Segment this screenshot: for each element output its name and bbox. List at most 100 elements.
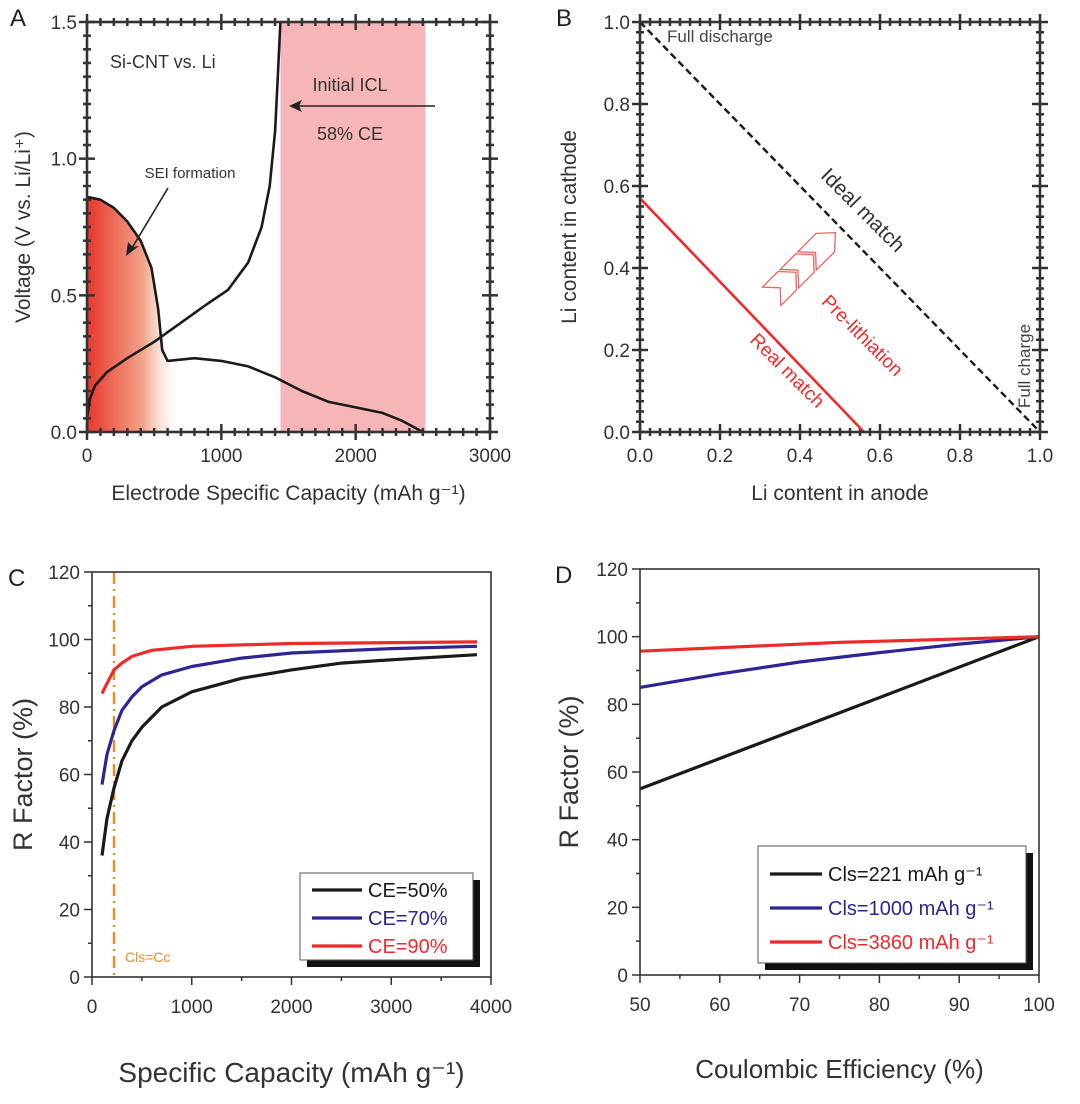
- x-tick-label: 3000: [370, 997, 412, 1018]
- annotation-ce: 58% CE: [317, 124, 383, 144]
- plot-frame: [639, 568, 1040, 976]
- panel-letter: B: [556, 5, 572, 32]
- series-line: [100, 653, 478, 856]
- y-axis-label: R Factor (%): [554, 695, 584, 848]
- x-tick-label: 0.2: [707, 446, 733, 467]
- x-tick-label: 0.8: [947, 446, 973, 467]
- x-tick-label: 0.0: [627, 446, 653, 467]
- y-tick-label: 0.5: [51, 286, 77, 307]
- y-tick-label: 80: [59, 698, 80, 719]
- series-line: [639, 635, 1040, 689]
- x-tick-label: 0: [87, 997, 98, 1018]
- chevron-icon: [796, 231, 837, 272]
- y-tick-label: 100: [596, 628, 628, 649]
- icl-region: [280, 22, 426, 432]
- x-tick-label: 50: [629, 995, 650, 1016]
- x-tick-label: 60: [709, 995, 730, 1016]
- x-tick-label: 80: [869, 995, 890, 1016]
- series-line: [100, 640, 478, 695]
- x-tick-label: 1.0: [1027, 446, 1053, 467]
- panel-d: 50 60 70 80 90 100 0 20 40 60 80 100 120 Coulombic Ef…: [554, 560, 1055, 1084]
- annotation-real-match: Real match: [745, 330, 828, 413]
- x-tick-label: 0: [82, 446, 93, 467]
- y-tick-label: 1.0: [604, 13, 630, 34]
- y-tick-label: 1.5: [51, 13, 77, 34]
- y-tick-label: 0: [617, 966, 628, 987]
- y-tick-label: 100: [48, 631, 80, 652]
- panel-b: 0.0 0.2 0.4 0.6 0.8 1.0 0.0 0.2 0.4 0.6 0.8 1.0 Li c…: [558, 13, 1053, 505]
- annotation-icl: Initial ICL: [312, 75, 387, 95]
- series-line: [639, 635, 1040, 653]
- y-axis-label: Li content in cathode: [558, 130, 581, 324]
- x-tick-label: 0.4: [787, 446, 814, 467]
- x-axis-label: Coulombic Efficiency (%): [695, 1054, 984, 1084]
- y-tick-label: 120: [48, 563, 80, 584]
- y-tick-label: 0.6: [604, 177, 630, 198]
- panel-a: 0 1000 2000 3000 0.0 0.5 1.0 1.5 Electrode Speci…: [12, 13, 511, 505]
- series-line: [100, 644, 478, 785]
- legend-label: CE=50%: [368, 880, 448, 902]
- y-axis-label: R Factor (%): [8, 698, 38, 851]
- annotation-prelithiation: Pre-lithiation: [817, 291, 907, 381]
- y-tick-label: 40: [607, 831, 628, 852]
- y-tick-label: 0.0: [51, 423, 77, 444]
- legend-label: Cls=221 mAh g⁻¹: [828, 864, 983, 886]
- prelithiation-arrow-icon: [761, 231, 837, 307]
- arrow-head-icon: [289, 100, 302, 112]
- x-tick-label: 90: [949, 995, 970, 1016]
- y-tick-label: 120: [596, 560, 628, 581]
- y-tick-label: 60: [607, 763, 628, 784]
- x-axis-label: Li content in anode: [751, 482, 928, 505]
- arrow-head-icon: [126, 242, 139, 256]
- real-match-line: [639, 197, 865, 433]
- y-tick-label: 0: [69, 968, 80, 989]
- y-tick-label: 20: [59, 901, 80, 922]
- x-tick-label: 100: [1023, 995, 1055, 1016]
- cls-cc-label: Cls=Cc: [125, 949, 171, 965]
- ideal-match-line: [639, 21, 1041, 433]
- discharge-curve: [86, 195, 424, 434]
- annotation-full-charge: Full charge: [1015, 324, 1034, 408]
- plot-frame: [91, 571, 492, 978]
- chevron-icon: [761, 270, 798, 307]
- x-tick-label: 0.6: [867, 446, 893, 467]
- chevron-icon: [778, 253, 815, 290]
- y-tick-label: 0.4: [604, 259, 631, 280]
- y-tick-label: 1.0: [51, 150, 77, 171]
- panel-c: 0 1000 2000 3000 4000 0 20 40 60 80 100 120 Specific…: [8, 563, 512, 1088]
- y-tick-label: 0.0: [604, 423, 630, 444]
- y-tick-label: 20: [607, 898, 628, 919]
- sei-region: [87, 196, 206, 432]
- x-tick-label: 70: [789, 995, 810, 1016]
- x-tick-label: 3000: [469, 446, 511, 467]
- legend-label: CE=90%: [368, 936, 448, 958]
- series-line: [639, 635, 1040, 791]
- legend-label: Cls=1000 mAh g⁻¹: [828, 898, 994, 920]
- legend: CE=50% CE=70% CE=90%: [299, 872, 480, 967]
- panel-letter: A: [10, 5, 26, 32]
- legend-label: CE=70%: [368, 908, 448, 930]
- annotation-full-discharge: Full discharge: [667, 27, 773, 46]
- legend: Cls=221 mAh g⁻¹ Cls=1000 mAh g⁻¹ Cls=3860 …: [757, 845, 1033, 970]
- y-tick-label: 60: [59, 766, 80, 787]
- x-tick-label: 4000: [470, 997, 512, 1018]
- annotation-sei: SEI formation: [145, 165, 236, 182]
- x-axis-label: Specific Capacity (mAh g⁻¹): [118, 1057, 464, 1088]
- x-tick-label: 2000: [270, 997, 312, 1018]
- x-axis-label: Electrode Specific Capacity (mAh g⁻¹): [111, 482, 465, 505]
- annotation-system: Si-CNT vs. Li: [110, 52, 216, 72]
- panel-letter: D: [555, 562, 572, 589]
- legend-label: Cls=3860 mAh g⁻¹: [828, 932, 994, 954]
- x-tick-label: 2000: [335, 446, 377, 467]
- y-tick-label: 0.2: [604, 341, 630, 362]
- y-tick-label: 0.8: [604, 95, 630, 116]
- x-tick-label: 1000: [200, 446, 242, 467]
- sei-arrow: [131, 187, 169, 249]
- x-tick-label: 1000: [171, 997, 213, 1018]
- y-tick-label: 80: [607, 695, 628, 716]
- panel-letter: C: [8, 565, 25, 592]
- y-tick-label: 40: [59, 833, 80, 854]
- charge-curve: [85, 21, 282, 419]
- plot-frame: [638, 20, 1042, 434]
